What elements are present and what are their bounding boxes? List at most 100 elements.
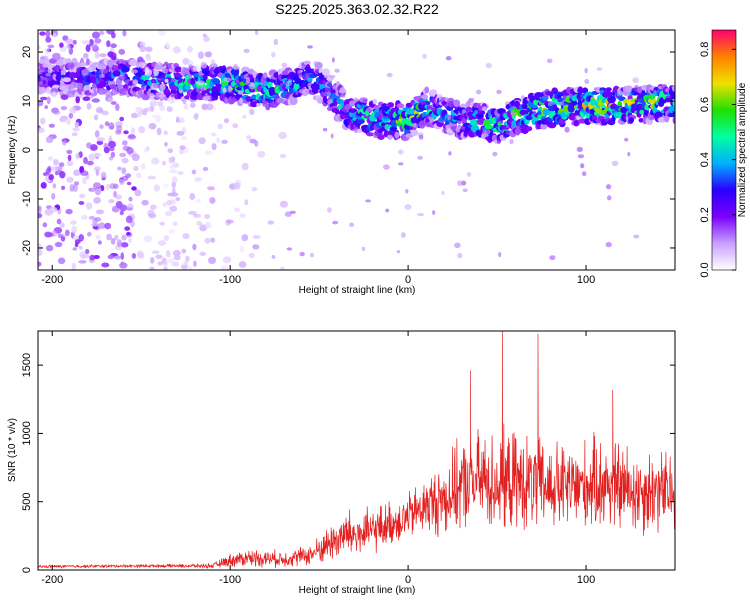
spectrogram-cell bbox=[377, 134, 385, 140]
spectrogram-cell bbox=[135, 172, 142, 179]
spectrogram-cell bbox=[284, 211, 292, 217]
spectrogram-cell bbox=[210, 237, 216, 243]
spectrogram-cell bbox=[193, 213, 202, 218]
spectrogram-cell bbox=[577, 154, 585, 159]
spectrogram-cell bbox=[354, 127, 358, 133]
spectrogram-cell bbox=[67, 154, 72, 162]
spectrogram-cell bbox=[158, 30, 166, 36]
spectrogram-cell bbox=[597, 115, 605, 120]
spectrogram-cell bbox=[81, 69, 90, 74]
spectrogram-cell bbox=[181, 248, 187, 254]
spectrogram-cell bbox=[95, 234, 101, 240]
spectrogram-cell bbox=[422, 53, 427, 59]
spectrogram-cell bbox=[82, 177, 87, 185]
spectrogram-cell bbox=[96, 137, 106, 142]
spectrogram-cell bbox=[70, 62, 75, 69]
spectrogram-cell bbox=[147, 209, 155, 217]
spectrogram-cell bbox=[75, 96, 80, 104]
spectrogram-cell bbox=[340, 93, 346, 99]
spectrogram-cell bbox=[193, 114, 199, 120]
spectrogram-cell bbox=[567, 105, 575, 113]
spectrogram-cell bbox=[510, 110, 516, 116]
spectrogram-cell bbox=[86, 202, 93, 210]
spectrogram-cell bbox=[222, 87, 227, 93]
spectrogram-cell bbox=[78, 201, 85, 205]
spectrogram-cell bbox=[116, 239, 122, 247]
spectrogram-cell bbox=[496, 89, 502, 94]
spectrogram-cell bbox=[605, 87, 612, 92]
spectrogram-cell bbox=[462, 188, 468, 193]
spectrogram-cell bbox=[605, 241, 612, 248]
spectrogram-cell bbox=[91, 43, 98, 50]
spectrogram-cell bbox=[164, 141, 168, 147]
spectrogram-cell bbox=[564, 126, 570, 133]
spectrogram-cell bbox=[149, 266, 155, 270]
spectrogram-cell bbox=[203, 35, 210, 43]
spectrogram-cell bbox=[227, 85, 233, 93]
spectrogram-cell bbox=[38, 86, 47, 94]
spectrogram-cell bbox=[574, 115, 581, 120]
snr-frame bbox=[37, 330, 676, 571]
spectrogram-cell bbox=[166, 106, 173, 112]
spectrogram-cell bbox=[568, 112, 577, 121]
spectrogram-cell bbox=[38, 68, 43, 75]
spectrogram-cell bbox=[100, 171, 107, 179]
spectrogram-cell bbox=[252, 244, 260, 250]
spectrogram-cell bbox=[454, 242, 461, 248]
spectrogram-cell bbox=[79, 251, 86, 259]
spectrogram-cell bbox=[469, 119, 479, 127]
spectrogram-cell bbox=[118, 75, 127, 81]
spectrogram-cell bbox=[211, 132, 217, 137]
spectrogram-cell bbox=[159, 221, 165, 226]
spectrogram-cell bbox=[447, 114, 452, 120]
spectrogram-cell bbox=[192, 64, 200, 72]
spectrogram-cell bbox=[239, 213, 246, 218]
spectrogram-cell bbox=[216, 137, 221, 144]
colorbar-tick-label: 0.4 bbox=[699, 152, 711, 167]
spectrogram-cell bbox=[611, 160, 619, 167]
spectrogram-cell bbox=[155, 117, 162, 123]
x-tick-label: -200 bbox=[41, 574, 63, 586]
spectrogram-cell bbox=[167, 96, 176, 104]
spectrogram-cell bbox=[40, 117, 46, 125]
spectrogram-cell bbox=[193, 260, 197, 267]
spectrogram-cell bbox=[125, 215, 133, 224]
spectrogram-cell bbox=[627, 152, 631, 157]
spectrogram-ylabel: Frequency (Hz) bbox=[7, 116, 18, 185]
spectrogram-cell bbox=[327, 207, 332, 213]
spectrogram-cell bbox=[65, 229, 70, 236]
snr-series-line bbox=[38, 331, 675, 570]
spectrogram-cell bbox=[145, 146, 150, 151]
spectrogram-cell bbox=[98, 59, 104, 64]
spectrogram-cell bbox=[120, 252, 125, 260]
spectrogram-cell bbox=[374, 105, 381, 110]
spectrogram-cell bbox=[252, 71, 256, 76]
spectrogram-cell bbox=[42, 172, 50, 177]
spectrogram-cell bbox=[95, 168, 100, 176]
spectrogram-cell bbox=[101, 110, 109, 116]
spectrogram-cell bbox=[92, 31, 100, 39]
spectrogram-cell bbox=[189, 193, 196, 200]
spectrogram-cell bbox=[89, 254, 96, 261]
spectrogram-cell bbox=[671, 84, 675, 92]
spectrogram-cell bbox=[200, 61, 207, 69]
spectrogram-cell bbox=[138, 61, 144, 68]
colorbar-tick-label: 0.2 bbox=[699, 207, 711, 222]
spectrogram-cell bbox=[95, 209, 105, 215]
spectrogram-cell bbox=[322, 127, 328, 132]
spectrogram-cell bbox=[88, 153, 95, 161]
spectrogram-cell bbox=[280, 266, 285, 270]
spectrogram-cell bbox=[187, 266, 193, 270]
spectrogram-cell bbox=[167, 192, 176, 197]
spectrogram-cell bbox=[110, 43, 117, 48]
spectrogram-cell bbox=[98, 222, 106, 229]
spectrogram-cell bbox=[184, 103, 189, 111]
spectrogram-cell bbox=[194, 177, 202, 182]
spectrogram-cell bbox=[191, 169, 197, 175]
colorbar-ticks: 0.0 0.2 0.4 0.6 0.8 bbox=[699, 42, 736, 278]
spectrogram-cell bbox=[607, 195, 612, 201]
spectrogram-cell bbox=[45, 36, 52, 43]
spectrogram-cell bbox=[178, 89, 183, 94]
spectrogram-cell bbox=[385, 208, 390, 213]
spectrogram-cell bbox=[60, 236, 66, 242]
